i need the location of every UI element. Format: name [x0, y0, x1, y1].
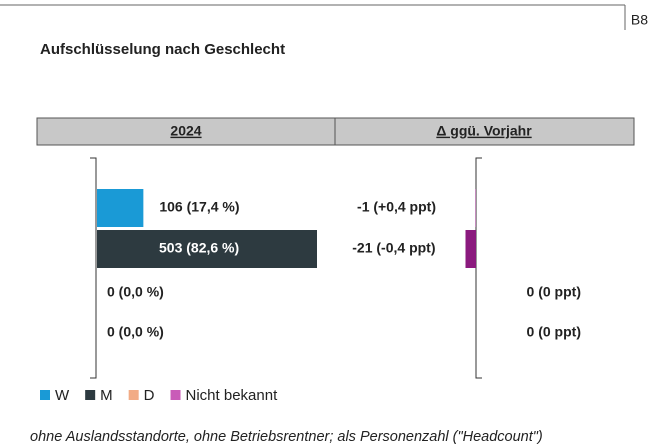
- left-axis: [90, 157, 97, 379]
- delta-label: 0 (0 ppt): [527, 284, 581, 300]
- page-id: B8: [631, 12, 648, 28]
- delta-label: -1 (+0,4 ppt): [357, 199, 436, 215]
- legend-swatch: [170, 390, 181, 400]
- legend-swatch: [85, 390, 96, 400]
- delta-bar: [475, 189, 476, 227]
- header-2024: 2024: [170, 123, 201, 139]
- legend-label: D: [144, 387, 155, 404]
- delta-bar: [465, 230, 476, 268]
- footnote: ohne Auslandsstandorte, ohne Betriebsren…: [30, 429, 543, 445]
- right-axis: [475, 157, 482, 379]
- delta-label: -21 (-0,4 ppt): [352, 240, 435, 256]
- chart-title: Aufschlüsselung nach Geschlecht: [40, 41, 285, 58]
- header-delta: Δ ggü. Vorjahr: [436, 123, 532, 139]
- legend-label: W: [55, 387, 70, 404]
- legend-label: M: [100, 387, 113, 404]
- bar: [97, 230, 317, 268]
- bar: [97, 189, 144, 227]
- legend-label: Nicht bekannt: [186, 387, 279, 404]
- legend-swatch: [40, 390, 50, 400]
- legend-swatch: [128, 390, 139, 400]
- value-label: 503 (82,6 %): [159, 240, 239, 256]
- value-label: 0 (0,0 %): [107, 324, 164, 340]
- delta-label: 0 (0 ppt): [527, 324, 581, 340]
- value-label: 0 (0,0 %): [107, 284, 164, 300]
- value-label: 106 (17,4 %): [159, 199, 239, 215]
